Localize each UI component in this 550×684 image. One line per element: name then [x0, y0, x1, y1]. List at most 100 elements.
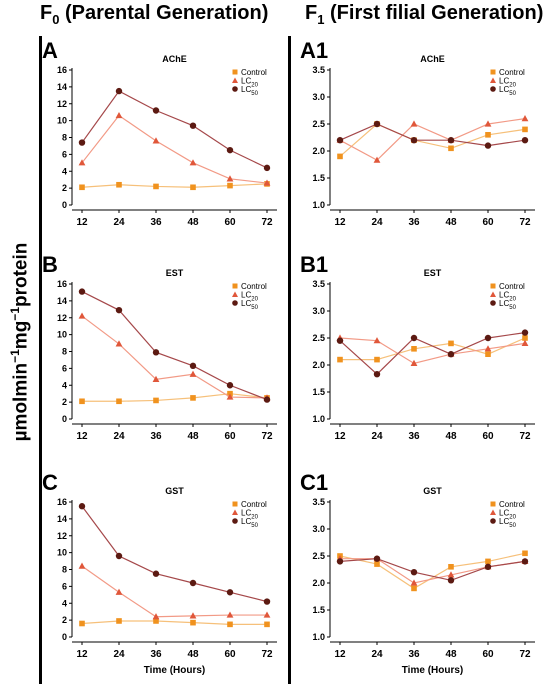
legend-marker-c1-0: [490, 501, 496, 507]
series-line-b1-0: [340, 337, 526, 361]
data-point-a-0-3: [190, 184, 196, 191]
ylabel-part1: µmolmin: [10, 362, 32, 442]
x-tick-label-c1-4: 60: [482, 649, 494, 660]
y-tick-label-a-7: 14: [57, 82, 67, 92]
y-tick-label-a1-2: 2.0: [312, 146, 325, 156]
series-line-b-0: [82, 393, 268, 402]
x-tick-label-c1-5: 72: [519, 649, 531, 660]
center-divider-line: [288, 36, 291, 684]
panel-title-c: GST: [165, 486, 184, 496]
data-point-a-1-4: [226, 175, 234, 182]
y-tick-label-c-1: 2: [62, 615, 67, 625]
y-tick-label-a-3: 6: [62, 149, 67, 159]
data-point-b-2-2: [152, 349, 160, 356]
data-point-b-0-2: [153, 397, 159, 404]
y-tick-label-b-5: 10: [57, 330, 67, 340]
data-point-a1-0-3: [448, 145, 454, 152]
series-line-a1-2: [339, 123, 526, 147]
x-axis-label-c1: Time (Hours): [402, 665, 464, 676]
y-tick-label-c1-4: 3.0: [312, 524, 325, 534]
x-tick-label-b-0: 12: [76, 431, 88, 442]
data-point-b1-0-0: [337, 356, 343, 363]
ylabel-part3: protein: [10, 242, 32, 307]
y-tick-label-a-8: 16: [57, 65, 67, 75]
series-line-c1-0: [339, 552, 526, 590]
data-point-c1-2-1: [373, 555, 381, 562]
chart-svg-b1: B1 EST 1.0 1.5 2.0 2.5 3.0 3.5 12 24 36 48 60 72 Contr…: [300, 252, 535, 442]
series-line-b-1: [81, 315, 268, 399]
data-point-a1-2-4: [484, 142, 492, 149]
data-point-c-0-2: [153, 618, 159, 624]
panel-letter-b1: B1: [300, 252, 328, 277]
y-tick-label-c1-2: 2.0: [312, 578, 325, 588]
legend-label-b1-0: Control: [499, 282, 525, 291]
chart-panel-a1: A1 AChE 1.0 1.5 2.0 2.5 3.0 3.5 12 24 36 48 60 72 Cont…: [300, 38, 545, 238]
data-point-a1-1-4: [484, 120, 492, 127]
data-point-c1-0-5: [522, 550, 528, 557]
legend-label-sub-a1-1: 20: [509, 83, 516, 89]
data-point-b-1-3: [189, 370, 197, 377]
x-tick-label-a-3: 48: [187, 217, 199, 228]
data-point-a1-2-1: [373, 120, 381, 128]
data-point-c-1-5: [263, 611, 271, 618]
legend-label-sub-a1-2: 50: [509, 91, 516, 97]
legend-label-sub-b1-1: 20: [509, 297, 516, 303]
x-tick-label-a-5: 72: [261, 217, 273, 228]
y-tick-label-b1-2: 2.0: [312, 360, 325, 370]
data-point-a-2-4: [226, 146, 234, 154]
x-tick-label-a-1: 24: [113, 217, 125, 228]
x-tick-label-b-1: 24: [113, 431, 125, 442]
data-point-a1-2-2: [410, 137, 418, 144]
data-point-b1-0-1: [374, 356, 380, 363]
data-point-c-0-1: [116, 618, 122, 624]
data-point-a-1-1: [115, 111, 123, 119]
data-point-a-2-3: [189, 122, 197, 129]
panel-letter-c1: C1: [300, 470, 328, 495]
y-tick-label-a-0: 0: [62, 200, 67, 210]
panel-title-c1: GST: [423, 486, 442, 496]
legend-label-sub-c1-1: 20: [509, 515, 516, 521]
data-point-b1-0-2: [411, 346, 417, 352]
data-point-a-2-0: [78, 139, 86, 146]
data-point-b-2-3: [189, 362, 197, 370]
x-tick-label-a-2: 36: [150, 217, 162, 228]
data-point-b-2-1: [115, 306, 123, 314]
legend-label-sub-c-2: 50: [251, 523, 258, 529]
column-header-f0: F0 (Parental Generation): [40, 2, 268, 27]
y-tick-label-c1-1: 1.5: [312, 605, 325, 615]
y-tick-label-a1-1: 1.5: [312, 173, 325, 183]
x-tick-label-a-4: 60: [224, 217, 236, 228]
data-point-c1-2-0: [336, 558, 344, 565]
x-tick-label-c-3: 48: [187, 649, 199, 660]
legend-label-sub-c-1: 20: [251, 515, 258, 521]
y-tick-label-c1-0: 1.0: [312, 632, 325, 642]
data-point-c-2-3: [189, 579, 197, 587]
y-tick-label-b-4: 8: [62, 347, 67, 357]
series-line-a-2: [81, 90, 268, 169]
legend-marker-b-2: [232, 300, 238, 306]
legend-label-sub-a-1: 20: [251, 83, 258, 89]
y-tick-label-b1-3: 2.5: [312, 333, 325, 343]
y-tick-label-b1-1: 1.5: [312, 387, 325, 397]
legend-marker-b-1: [232, 291, 238, 297]
data-point-b1-2-2: [410, 334, 418, 342]
legend-marker-a1-0: [490, 69, 496, 75]
legend-label-b-0: Control: [241, 282, 267, 291]
x-tick-label-b1-1: 24: [371, 431, 383, 442]
legend-marker-b1-1: [490, 291, 496, 297]
data-point-c-2-4: [226, 589, 234, 596]
legend-label-sub-a-2: 50: [251, 91, 258, 97]
data-point-c-2-5: [263, 598, 271, 605]
y-tick-label-c-0: 0: [62, 632, 67, 642]
data-point-b-2-4: [226, 382, 234, 389]
x-tick-label-c-0: 12: [76, 649, 88, 660]
y-tick-label-b-2: 4: [62, 380, 67, 390]
legend-label-sub-c1-2: 50: [509, 523, 516, 529]
x-tick-label-b1-2: 36: [408, 431, 420, 442]
data-point-a1-1-2: [410, 120, 418, 127]
y-tick-label-c1-3: 2.5: [312, 551, 325, 561]
y-tick-label-b-8: 16: [57, 279, 67, 289]
legend-marker-c1-1: [490, 509, 496, 515]
data-point-c1-1-3: [447, 571, 455, 578]
chart-panel-b1: B1 EST 1.0 1.5 2.0 2.5 3.0 3.5 12 24 36 48 60 72 Contr…: [300, 252, 545, 452]
